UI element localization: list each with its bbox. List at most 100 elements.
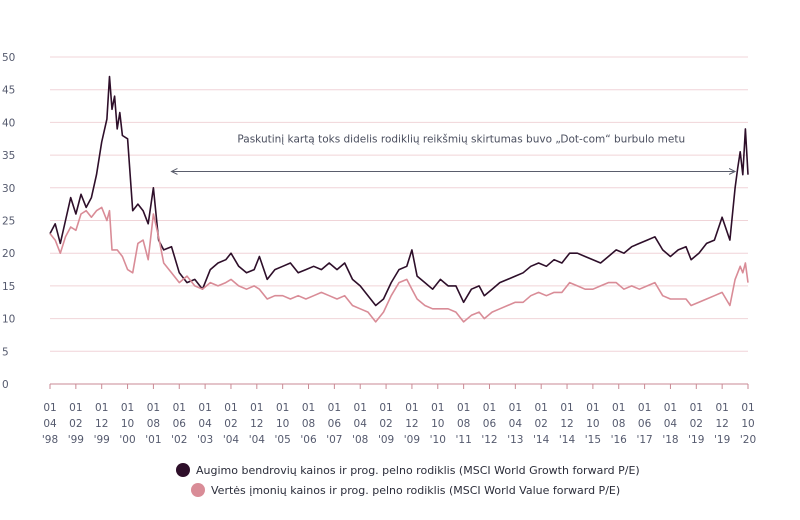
- x-tick-label-mid: 10: [121, 418, 134, 430]
- x-tick-label-mid: 12: [95, 418, 108, 430]
- x-tick-label-mid: 08: [612, 418, 625, 430]
- x-tick-label-year: '05: [275, 434, 291, 446]
- x-tick-label-mid: 02: [69, 418, 82, 430]
- x-tick-label-year: '16: [611, 434, 628, 446]
- x-tick-label-year: '00: [119, 434, 135, 446]
- x-tick-label-year: '01: [145, 434, 161, 446]
- x-tick-label-year: '02: [171, 434, 187, 446]
- x-tick-label-year: '11: [456, 434, 472, 446]
- y-tick-label: 5: [2, 346, 9, 358]
- y-tick-label: 25: [2, 216, 15, 228]
- x-tick-label-top: 01: [379, 402, 392, 414]
- x-tick-label-year: '10: [430, 434, 446, 446]
- x-tick-label-top: 01: [147, 402, 160, 414]
- legend-item-growth: Augimo bendrovių kainos ir prog. pelno r…: [176, 463, 640, 477]
- x-tick-label-top: 01: [354, 402, 367, 414]
- x-tick-label-top: 01: [509, 402, 522, 414]
- x-tick-label-top: 01: [43, 402, 56, 414]
- y-tick-label: 45: [2, 85, 15, 97]
- x-tick-label-year: '20: [740, 434, 756, 446]
- x-tick-label-year: '09: [378, 434, 394, 446]
- x-tick-label-year: '15: [585, 434, 601, 446]
- legend-swatch-growth: [176, 463, 190, 477]
- x-tick-label-mid: 10: [276, 418, 289, 430]
- x-tick-label-year: '14: [533, 434, 550, 446]
- x-tick-label-year: '03: [197, 434, 213, 446]
- x-tick-label-top: 01: [741, 402, 754, 414]
- x-tick-label-top: 01: [224, 402, 237, 414]
- x-tick-label-mid: 10: [431, 418, 444, 430]
- x-tick-label-top: 01: [483, 402, 496, 414]
- x-tick-label-year: '14: [559, 434, 576, 446]
- x-tick-label-mid: 08: [302, 418, 315, 430]
- x-axis: 01 04 '98 01 02 '99 01 12 '99 01 10 '00 01 08 '01 01 06 '…: [42, 384, 756, 446]
- series-lines: [49, 75, 749, 323]
- x-tick-label-mid: 04: [43, 418, 57, 430]
- x-tick-label-year: '99: [94, 434, 110, 446]
- x-tick-label-top: 01: [715, 402, 728, 414]
- x-tick-label-mid: 06: [173, 418, 187, 430]
- x-tick-label-year: '04: [249, 434, 266, 446]
- x-tick-label-year: '17: [636, 434, 652, 446]
- x-tick-label-year: '04: [223, 434, 240, 446]
- x-tick-label-year: '19: [714, 434, 730, 446]
- y-tick-label: 20: [2, 248, 15, 260]
- x-tick-label-top: 01: [690, 402, 703, 414]
- x-tick-label-mid: 10: [586, 418, 599, 430]
- x-tick-label-mid: 10: [741, 418, 754, 430]
- x-tick-label-top: 01: [638, 402, 651, 414]
- x-tick-label-top: 01: [431, 402, 444, 414]
- legend-label-growth: Augimo bendrovių kainos ir prog. pelno r…: [196, 464, 640, 477]
- x-tick-label-mid: 02: [379, 418, 392, 430]
- x-tick-label-mid: 06: [638, 418, 652, 430]
- legend: Augimo bendrovių kainos ir prog. pelno r…: [176, 463, 640, 497]
- x-tick-label-top: 01: [664, 402, 677, 414]
- y-tick-label: 10: [2, 314, 15, 326]
- x-tick-label-top: 01: [121, 402, 134, 414]
- y-tick-label: 30: [2, 183, 15, 195]
- x-tick-label-mid: 12: [405, 418, 418, 430]
- x-tick-label-mid: 12: [560, 418, 573, 430]
- x-tick-label-year: '98: [42, 434, 58, 446]
- x-tick-label-top: 01: [534, 402, 547, 414]
- x-tick-label-top: 01: [457, 402, 470, 414]
- x-tick-label-top: 01: [95, 402, 108, 414]
- x-tick-label-mid: 04: [198, 418, 212, 430]
- annotation-text: Paskutinį kartą toks didelis rodiklių re…: [237, 133, 685, 145]
- x-tick-label-top: 01: [612, 402, 625, 414]
- x-tick-label-year: '13: [507, 434, 523, 446]
- x-tick-label-top: 01: [560, 402, 573, 414]
- x-tick-label-mid: 06: [328, 418, 342, 430]
- legend-item-value: Vertės įmonių kainos ir prog. pelno rodi…: [191, 483, 620, 497]
- x-tick-label-mid: 12: [715, 418, 728, 430]
- x-tick-label-top: 01: [302, 402, 315, 414]
- x-tick-label-mid: 04: [664, 418, 678, 430]
- x-tick-label-top: 01: [173, 402, 186, 414]
- x-tick-label-top: 01: [250, 402, 263, 414]
- x-tick-label-year: '09: [404, 434, 420, 446]
- x-tick-label-top: 01: [405, 402, 418, 414]
- x-tick-label-year: '99: [68, 434, 84, 446]
- y-tick-label: 40: [2, 117, 15, 129]
- x-tick-label-mid: 06: [483, 418, 497, 430]
- x-tick-label-top: 01: [69, 402, 82, 414]
- x-tick-label-mid: 02: [690, 418, 703, 430]
- y-tick-label: 35: [2, 150, 15, 162]
- x-tick-label-top: 01: [328, 402, 341, 414]
- x-tick-label-year: '19: [688, 434, 704, 446]
- series-line-value: [49, 206, 749, 323]
- x-tick-label-year: '07: [326, 434, 342, 446]
- x-tick-label-top: 01: [198, 402, 211, 414]
- annotation: Paskutinį kartą toks didelis rodiklių re…: [172, 133, 736, 171]
- x-tick-label-year: '18: [662, 434, 678, 446]
- x-tick-label-mid: 08: [147, 418, 160, 430]
- gridlines: [50, 56, 748, 385]
- x-tick-label-year: '06: [300, 434, 317, 446]
- series-line-growth: [49, 75, 749, 307]
- x-tick-label-year: '08: [352, 434, 368, 446]
- x-tick-label-mid: 04: [509, 418, 523, 430]
- x-tick-label-mid: 12: [250, 418, 263, 430]
- x-tick-label-mid: 02: [534, 418, 547, 430]
- x-tick-label-mid: 08: [457, 418, 470, 430]
